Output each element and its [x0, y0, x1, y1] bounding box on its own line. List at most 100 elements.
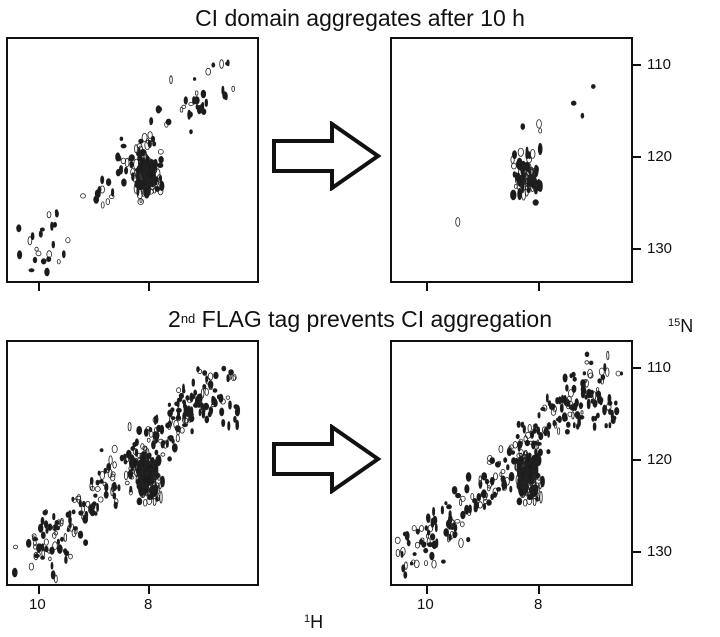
- y-tick-label: 110: [647, 359, 671, 376]
- peak-mark: [135, 478, 142, 485]
- peak-mark: [503, 457, 508, 463]
- peak-mark: [225, 395, 231, 400]
- peak-mark: [63, 550, 70, 557]
- spectrum-plot-bottom-left: [12, 365, 241, 584]
- peak-mark: [44, 267, 50, 277]
- peak-mark: [455, 492, 462, 499]
- peak-mark: [400, 550, 404, 558]
- peak-mark: [510, 155, 515, 164]
- peak-mark: [121, 178, 127, 187]
- peak-mark: [501, 477, 506, 485]
- peak-mark: [33, 544, 38, 550]
- y-tick-label: 120: [647, 148, 673, 165]
- peak-mark: [183, 96, 188, 105]
- peak-mark: [157, 106, 162, 112]
- peak-mark: [528, 440, 533, 445]
- peak-mark: [584, 360, 590, 365]
- peak-mark: [222, 91, 228, 100]
- peak-mark: [120, 157, 127, 165]
- x-tick: [426, 283, 428, 291]
- peak-mark: [207, 411, 212, 418]
- peak-mark: [418, 525, 424, 532]
- peak-mark: [200, 89, 207, 99]
- peak-mark: [64, 555, 68, 564]
- peak-mark: [608, 422, 612, 429]
- peak-mark: [489, 457, 495, 465]
- peak-mark: [112, 461, 117, 469]
- peak-mark: [138, 486, 144, 495]
- peak-mark: [572, 376, 577, 382]
- peak-mark: [142, 473, 148, 478]
- peak-mark: [207, 372, 214, 381]
- peak-mark: [144, 176, 148, 183]
- peak-mark: [40, 555, 45, 560]
- peak-mark: [154, 449, 159, 456]
- peak-mark: [149, 161, 153, 171]
- peak-mark: [146, 186, 151, 197]
- peak-mark: [28, 268, 35, 273]
- peak-mark: [595, 412, 600, 419]
- peak-mark: [565, 400, 571, 410]
- peak-mark: [572, 422, 576, 429]
- peak-mark: [204, 415, 210, 424]
- peak-mark: [112, 492, 117, 500]
- peak-mark: [512, 150, 518, 160]
- peak-mark: [110, 471, 116, 478]
- peak-mark: [532, 199, 539, 206]
- peak-mark: [426, 537, 431, 547]
- peak-mark: [171, 443, 178, 453]
- peak-mark: [566, 395, 572, 403]
- peak-mark: [157, 149, 164, 155]
- peak-mark: [404, 561, 408, 570]
- peak-mark: [466, 537, 471, 543]
- peak-mark: [518, 438, 524, 445]
- peak-mark: [47, 523, 53, 531]
- x-tick: [148, 586, 150, 594]
- peak-mark: [562, 373, 568, 383]
- peak-mark: [204, 388, 209, 396]
- peak-mark: [148, 431, 154, 438]
- peak-mark: [141, 459, 146, 469]
- peak-mark: [38, 230, 43, 238]
- peak-mark: [12, 567, 18, 578]
- peak-mark: [145, 155, 150, 166]
- spectrum-panel-top-right: [390, 37, 633, 283]
- peak-mark: [586, 388, 593, 399]
- peak-mark: [94, 189, 101, 199]
- peak-mark: [559, 403, 564, 413]
- peak-mark: [449, 519, 455, 525]
- peak-mark: [403, 571, 408, 579]
- peak-mark: [201, 101, 205, 111]
- peak-mark: [99, 448, 104, 453]
- peak-mark: [141, 451, 147, 457]
- peak-mark: [566, 421, 571, 428]
- peak-mark: [110, 473, 116, 482]
- peak-mark: [130, 468, 135, 475]
- peak-mark: [478, 475, 482, 485]
- peak-mark: [89, 476, 94, 485]
- peak-mark: [588, 360, 594, 366]
- peak-mark: [167, 456, 172, 462]
- peak-mark: [202, 370, 208, 376]
- peak-mark: [423, 547, 429, 554]
- peak-mark: [434, 523, 438, 533]
- peak-mark: [158, 482, 162, 490]
- peak-mark: [214, 400, 218, 407]
- peak-mark: [28, 562, 34, 571]
- peak-mark: [213, 371, 219, 380]
- peak-mark: [132, 441, 138, 448]
- peak-mark: [424, 560, 429, 567]
- peak-mark: [228, 400, 232, 410]
- peak-mark: [605, 367, 610, 377]
- peak-mark: [33, 553, 40, 559]
- peak-mark: [414, 541, 421, 549]
- peak-mark: [529, 489, 535, 500]
- peak-mark: [104, 482, 109, 492]
- peak-mark: [140, 443, 145, 450]
- peak-mark: [194, 90, 199, 96]
- peak-mark: [30, 232, 35, 241]
- peak-mark: [532, 497, 537, 506]
- peak-mark: [473, 501, 480, 510]
- peak-mark: [147, 189, 154, 195]
- peak-mark: [159, 491, 163, 504]
